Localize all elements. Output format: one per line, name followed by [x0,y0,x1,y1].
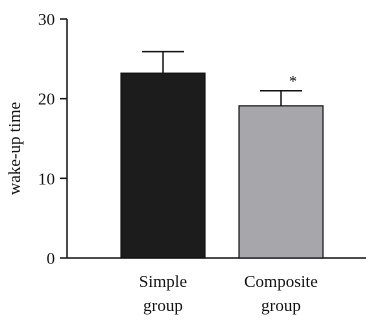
x-category-label: group [143,296,183,315]
bar [120,72,206,259]
y-axis-label: wake-up time [5,102,24,195]
y-tick-label: 20 [38,90,55,109]
labels-layer: 0 10 20 30 wake-up time Simple group * Composite… [5,10,318,315]
bar [238,105,324,259]
bars-layer [120,50,324,259]
y-tick-label: 0 [47,249,56,268]
x-category-label: Composite [244,272,318,291]
x-category-label: Simple [139,272,187,291]
x-category-label: group [261,296,301,315]
significance-marker: * [289,74,297,91]
y-tick-label: 10 [38,169,55,188]
y-tick-label: 30 [38,10,55,29]
